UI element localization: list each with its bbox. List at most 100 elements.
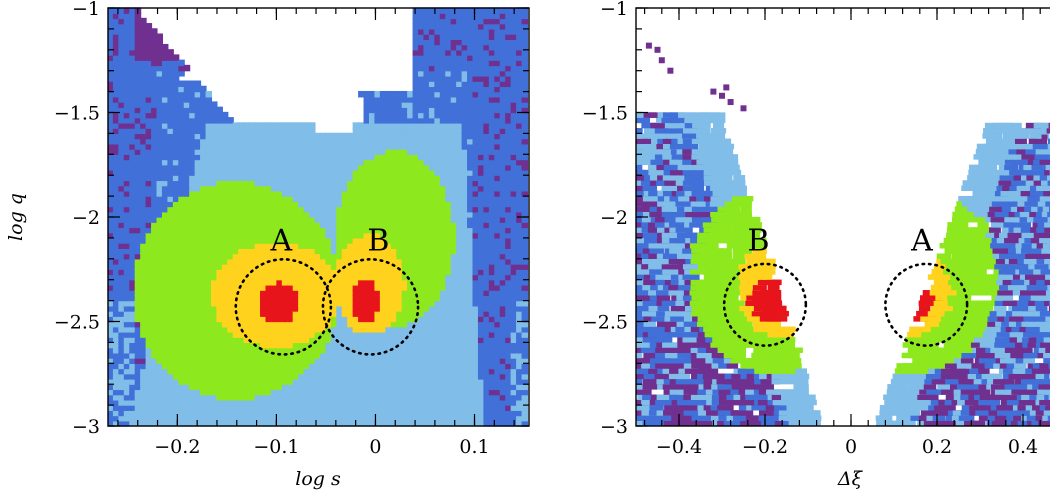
- heatmap-cell: [341, 294, 349, 302]
- heatmap-cell: [439, 237, 447, 244]
- heatmap-cell: [189, 388, 196, 396]
- heatmap-cell: [363, 164, 371, 171]
- heatmap-cell: [467, 320, 474, 328]
- heatmap-cell: [352, 137, 360, 145]
- heatmap-cell: [434, 420, 441, 427]
- heatmap-cell: [189, 399, 196, 406]
- heatmap-cell: [472, 117, 480, 124]
- heatmap-cell: [401, 331, 409, 338]
- heatmap-cell: [249, 179, 256, 187]
- heatmap-cell: [227, 294, 234, 302]
- heatmap-cell: [499, 205, 507, 213]
- heatmap-cell: [352, 263, 360, 270]
- heatmap-cell: [172, 305, 180, 312]
- heatmap-cell: [238, 346, 245, 354]
- heatmap-cell: [309, 399, 316, 406]
- heatmap-cell: [483, 409, 490, 417]
- heatmap-cell: [238, 127, 245, 135]
- heatmap-cell: [434, 221, 441, 229]
- heatmap-cell: [281, 179, 289, 187]
- heatmap-cell: [298, 185, 305, 192]
- heatmap-cell: [129, 158, 136, 166]
- heatmap-cell: [336, 299, 343, 307]
- heatmap-cell: [172, 200, 180, 208]
- heatmap-cell: [374, 346, 381, 354]
- heatmap-cell: [379, 221, 387, 229]
- heatmap-cell: [374, 221, 381, 229]
- heatmap-cell: [276, 284, 283, 291]
- heatmap-cell: [112, 294, 120, 302]
- heatmap-cell: [407, 101, 414, 108]
- heatmap-cell: [270, 284, 278, 291]
- heatmap-cell: [167, 85, 174, 93]
- heatmap-cell: [221, 179, 229, 187]
- heatmap-cell: [407, 179, 414, 187]
- heatmap-cell: [499, 252, 507, 260]
- heatmap-cell: [472, 122, 480, 129]
- heatmap-cell: [483, 414, 490, 422]
- heatmap-cell: [363, 106, 371, 114]
- heatmap-cell: [488, 420, 496, 427]
- heatmap-cell: [418, 294, 425, 302]
- heatmap-cell: [456, 305, 463, 312]
- heatmap-cell: [423, 148, 430, 155]
- heatmap-cell: [249, 174, 256, 182]
- heatmap-cell: [140, 59, 147, 67]
- heatmap-cell: [227, 143, 234, 150]
- heatmap-cell: [216, 310, 223, 317]
- heatmap-cell: [467, 54, 474, 61]
- heatmap-cell: [227, 284, 234, 291]
- heatmap-cell: [456, 195, 463, 202]
- heatmap-cell: [472, 367, 480, 375]
- heatmap-cell: [183, 331, 191, 338]
- heatmap-cell: [434, 299, 441, 307]
- heatmap-cell: [341, 305, 349, 312]
- heatmap-cell: [341, 388, 349, 396]
- heatmap-cell: [325, 263, 332, 270]
- heatmap-cell: [488, 373, 496, 380]
- heatmap-cell: [450, 70, 458, 77]
- heatmap-cell: [145, 399, 153, 406]
- heatmap-cell: [483, 179, 490, 187]
- heatmap-cell: [156, 331, 164, 338]
- heatmap-cell: [118, 394, 125, 401]
- heatmap-cell: [347, 148, 354, 155]
- heatmap-cell: [216, 341, 223, 349]
- heatmap-cell: [118, 373, 125, 380]
- heatmap-cell: [368, 310, 376, 317]
- heatmap-cell: [303, 174, 311, 182]
- heatmap-cell: [287, 247, 294, 255]
- heatmap-cell: [363, 357, 371, 364]
- heatmap-cell: [210, 127, 218, 135]
- heatmap-cell: [227, 252, 234, 260]
- heatmap-cell: [140, 174, 147, 182]
- heatmap-cell: [194, 148, 202, 155]
- heatmap-cell: [461, 289, 469, 297]
- heatmap-cell: [112, 268, 120, 276]
- heatmap-cell: [374, 268, 381, 276]
- heatmap-cell: [221, 305, 229, 312]
- heatmap-cell: [178, 64, 185, 72]
- heatmap-cell: [118, 221, 125, 229]
- heatmap-cell: [401, 315, 409, 323]
- heatmap-cell: [232, 190, 240, 197]
- heatmap-cell: [483, 12, 490, 20]
- heatmap-cell: [467, 232, 474, 239]
- heatmap-cell: [385, 373, 392, 380]
- heatmap-cell: [134, 164, 142, 171]
- heatmap-cell: [461, 179, 469, 187]
- heatmap-cell: [347, 299, 354, 307]
- heatmap-cell: [189, 106, 196, 114]
- heatmap-cell: [140, 346, 147, 354]
- heatmap-cell: [210, 174, 218, 182]
- heatmap-cell: [418, 305, 425, 312]
- heatmap-cell: [189, 96, 196, 103]
- heatmap-cell: [450, 12, 458, 20]
- heatmap-cell: [216, 326, 223, 333]
- heatmap-cell: [325, 336, 332, 344]
- heatmap-cell: [488, 414, 496, 422]
- heatmap-cell: [347, 341, 354, 349]
- heatmap-cell: [472, 279, 480, 286]
- heatmap-cell: [151, 38, 158, 46]
- heatmap-cell: [325, 346, 332, 354]
